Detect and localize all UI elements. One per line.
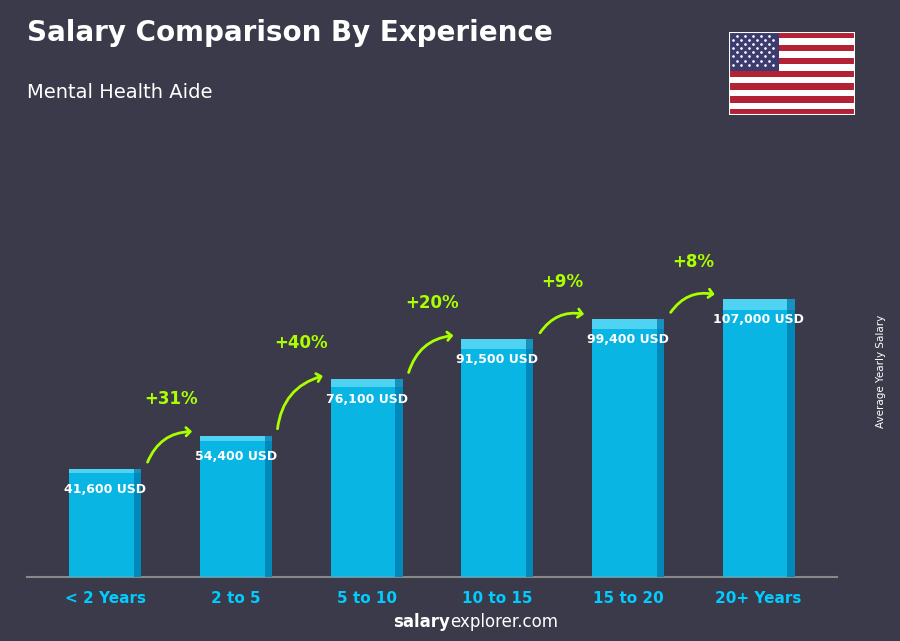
Text: 107,000 USD: 107,000 USD xyxy=(713,313,804,326)
FancyBboxPatch shape xyxy=(395,379,402,577)
Text: +31%: +31% xyxy=(144,390,197,408)
FancyBboxPatch shape xyxy=(723,299,795,310)
FancyBboxPatch shape xyxy=(69,469,141,577)
Bar xyxy=(729,32,855,38)
FancyBboxPatch shape xyxy=(723,299,795,577)
Bar xyxy=(729,109,855,115)
Text: +9%: +9% xyxy=(542,273,584,291)
Bar xyxy=(729,83,855,90)
Bar xyxy=(729,96,855,103)
Bar xyxy=(729,51,855,58)
FancyBboxPatch shape xyxy=(462,339,534,349)
FancyBboxPatch shape xyxy=(331,379,402,387)
Text: 54,400 USD: 54,400 USD xyxy=(195,449,277,463)
FancyBboxPatch shape xyxy=(592,319,664,577)
Text: +20%: +20% xyxy=(405,294,459,312)
FancyBboxPatch shape xyxy=(331,379,402,577)
FancyBboxPatch shape xyxy=(526,339,533,577)
Bar xyxy=(729,38,855,45)
Text: +40%: +40% xyxy=(274,333,328,351)
FancyBboxPatch shape xyxy=(657,319,664,577)
FancyBboxPatch shape xyxy=(134,469,141,577)
Text: explorer.com: explorer.com xyxy=(450,613,558,631)
FancyBboxPatch shape xyxy=(462,339,534,577)
FancyBboxPatch shape xyxy=(265,436,272,577)
FancyBboxPatch shape xyxy=(592,319,664,329)
Bar xyxy=(729,64,855,71)
Bar xyxy=(729,103,855,109)
FancyBboxPatch shape xyxy=(200,436,272,442)
Text: 76,100 USD: 76,100 USD xyxy=(326,393,408,406)
FancyBboxPatch shape xyxy=(69,469,141,473)
Bar xyxy=(729,90,855,96)
Text: Average Yearly Salary: Average Yearly Salary xyxy=(877,315,886,428)
Bar xyxy=(729,77,855,83)
Text: Mental Health Aide: Mental Health Aide xyxy=(27,83,212,103)
Text: 41,600 USD: 41,600 USD xyxy=(65,483,147,495)
Bar xyxy=(729,32,779,71)
FancyBboxPatch shape xyxy=(200,436,272,577)
Text: Salary Comparison By Experience: Salary Comparison By Experience xyxy=(27,19,553,47)
Text: 99,400 USD: 99,400 USD xyxy=(587,333,669,345)
Text: 91,500 USD: 91,500 USD xyxy=(456,353,538,366)
Text: +8%: +8% xyxy=(672,253,715,271)
Bar xyxy=(729,58,855,64)
Bar xyxy=(729,71,855,77)
FancyBboxPatch shape xyxy=(788,299,795,577)
Text: salary: salary xyxy=(393,613,450,631)
Bar xyxy=(729,45,855,51)
